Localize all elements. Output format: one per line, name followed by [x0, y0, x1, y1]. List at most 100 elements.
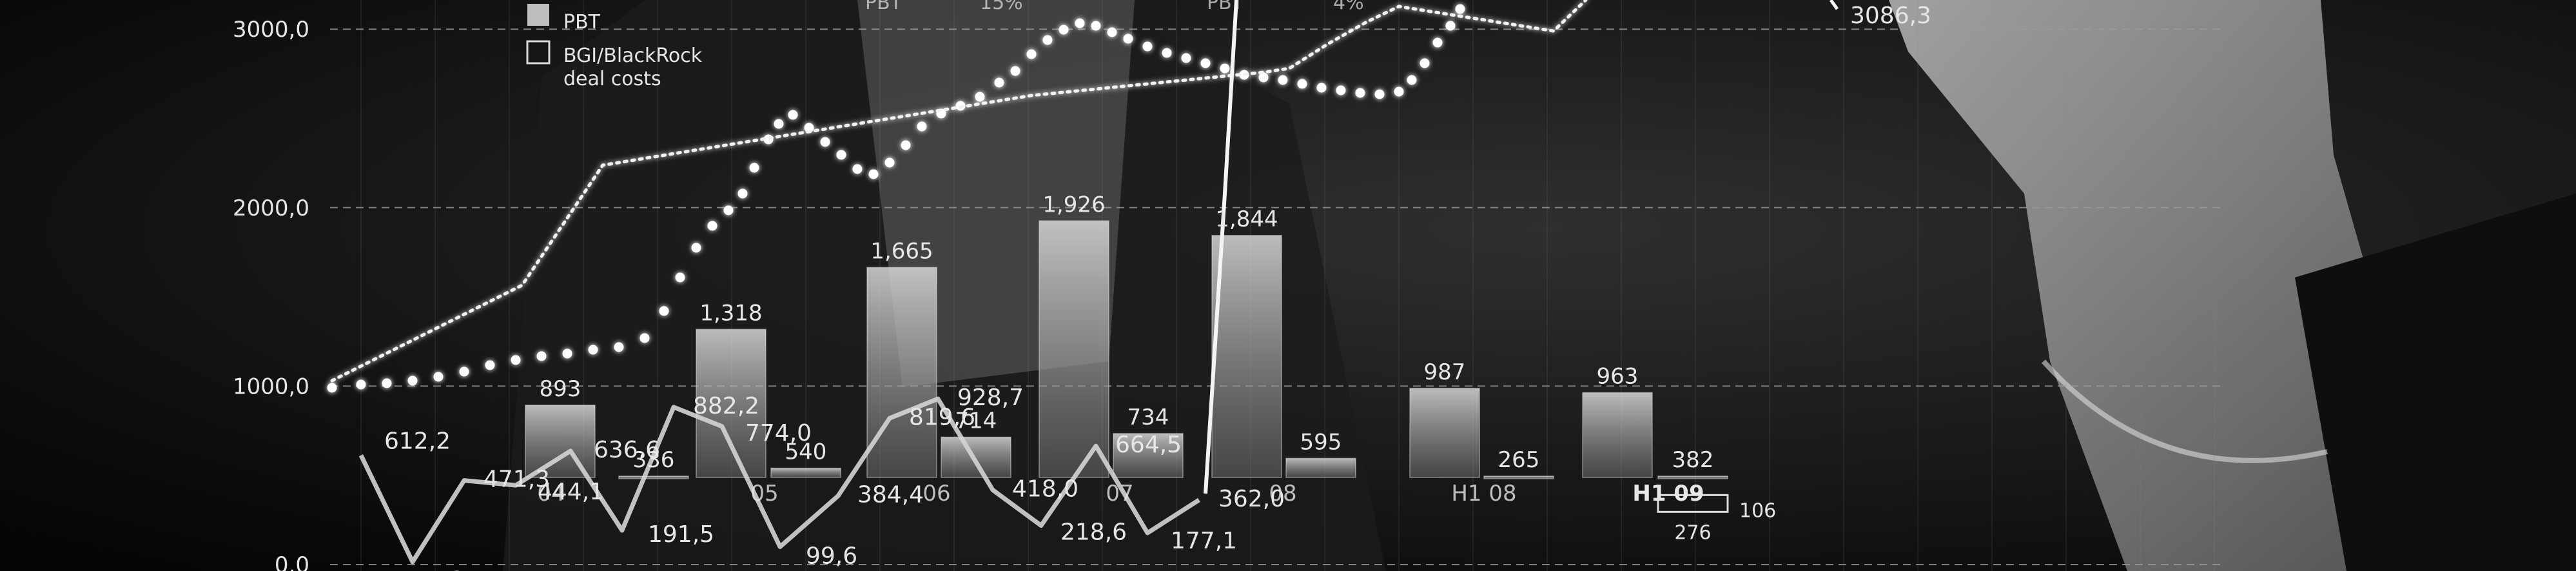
trend-dot	[1075, 18, 1085, 28]
bar-value-label: 1,665	[870, 238, 933, 264]
bars-layer	[525, 220, 1729, 513]
bar	[618, 476, 689, 479]
trend-dot	[1407, 75, 1417, 85]
y-tick-label: 1000,0	[233, 374, 309, 399]
category-label: 05	[750, 481, 778, 506]
trend-dot	[1220, 63, 1230, 74]
trend-dot	[1026, 49, 1037, 59]
category-label: 04	[537, 481, 565, 506]
bar-value-label: 1,844	[1215, 206, 1278, 232]
trend-dot	[691, 243, 701, 253]
trend-dot	[382, 378, 392, 388]
trend-dot	[536, 351, 547, 361]
line-value-label: 612,2	[384, 428, 451, 455]
peak-marker	[1829, 0, 1839, 10]
line-value-label: 471,3	[483, 466, 550, 493]
top-annotation-4pct: 4%	[1333, 0, 1364, 14]
trend-dot	[562, 348, 572, 359]
trend-dot	[820, 137, 830, 147]
trend-dot	[1142, 41, 1153, 52]
trend-dot	[994, 77, 1004, 88]
top-annotation-pbt-2: PBT	[1207, 0, 1244, 14]
trend-dot	[407, 376, 418, 386]
line-value-label: 14,8	[413, 567, 464, 571]
line-value-label: 99,6	[806, 543, 857, 569]
trend-dot	[836, 150, 846, 160]
line-value-label: 418,0	[1012, 476, 1078, 502]
bar-value-label: 963	[1597, 364, 1639, 390]
line-value-label: 774,0	[745, 420, 812, 446]
line-value-label: 384,4	[857, 482, 924, 508]
trend-dot	[639, 333, 650, 343]
bar	[1657, 476, 1728, 479]
category-label: H1 08	[1451, 481, 1516, 506]
trend-dot	[1445, 21, 1456, 31]
peak-value-label: 3086,3	[1850, 3, 1931, 29]
category-label: 07	[1106, 481, 1133, 506]
sleeve-silhouette	[2295, 194, 2576, 571]
bar-value-label: 336	[633, 447, 675, 473]
bar-value-label: 987	[1424, 359, 1466, 385]
trend-dot	[1374, 89, 1385, 99]
trend-dot	[1278, 75, 1288, 85]
trend-dot	[788, 110, 798, 120]
y-tick-label: 0,0	[275, 552, 309, 571]
bar-value-label: 382	[1672, 447, 1714, 473]
bar	[1409, 388, 1480, 478]
trend-dot	[356, 379, 366, 390]
trend-dot	[975, 92, 985, 102]
trend-dot	[804, 123, 814, 133]
trend-dot	[723, 205, 734, 215]
trend-dot	[1432, 37, 1443, 48]
trend-dot	[868, 169, 879, 179]
top-annotation-pbt-1: PBT	[865, 0, 903, 14]
trend-dot	[884, 157, 895, 168]
trend-layer	[327, 0, 1588, 393]
trend-dot	[485, 360, 495, 370]
bar	[1582, 392, 1653, 478]
trend-dot	[659, 306, 669, 316]
trend-dot	[1107, 27, 1117, 37]
bar	[941, 436, 1011, 478]
line-value-label: 444,1	[538, 479, 604, 505]
trend-dot	[1123, 34, 1133, 44]
trend-dot	[675, 272, 685, 283]
trend-dot	[433, 372, 444, 382]
trend-dot	[1355, 88, 1365, 98]
trend-dot	[1181, 53, 1191, 63]
trend-dot	[1316, 83, 1327, 93]
trend-dot	[1091, 21, 1101, 31]
bar-value-label: 1,926	[1042, 192, 1105, 217]
trend-dot	[1297, 79, 1307, 89]
line-value-label: 882,2	[693, 393, 759, 419]
bar	[525, 405, 596, 478]
bar	[866, 266, 937, 478]
trend-dot	[588, 345, 598, 355]
legend-label-pbt: PBT	[563, 11, 601, 34]
line-value-label: 218,6	[1060, 519, 1127, 546]
bar-value-label: 893	[540, 376, 581, 402]
trend-dot	[1010, 66, 1020, 76]
bar-value-label: 265	[1498, 447, 1540, 473]
line-layer	[358, 0, 1839, 565]
y-tick-label: 2000,0	[233, 195, 309, 221]
bar	[770, 467, 841, 478]
bar-value-label: 540	[785, 439, 827, 465]
top-annotation-15pct: 15%	[980, 0, 1023, 14]
zigzag-line	[358, 396, 1200, 565]
trend-dot	[1455, 4, 1465, 14]
trend-dot	[917, 121, 927, 132]
legend: PBT BGI/BlackRock deal costs	[526, 4, 703, 90]
cuff-line	[2042, 359, 2328, 463]
category-label: 08	[1269, 481, 1296, 506]
deal-cost-label: 106	[1739, 499, 1776, 522]
y-tick-label: 3000,0	[233, 17, 309, 43]
spike-line	[1204, 0, 1238, 494]
trend-dot	[707, 221, 717, 231]
trend-dot	[737, 188, 748, 199]
line-value-label: 177,1	[1171, 528, 1237, 554]
inner-bar-label: 276	[1674, 521, 1711, 544]
bar	[1285, 457, 1356, 478]
legend-swatch-deal-costs	[526, 40, 551, 65]
legend-swatch-pbt	[527, 4, 549, 26]
